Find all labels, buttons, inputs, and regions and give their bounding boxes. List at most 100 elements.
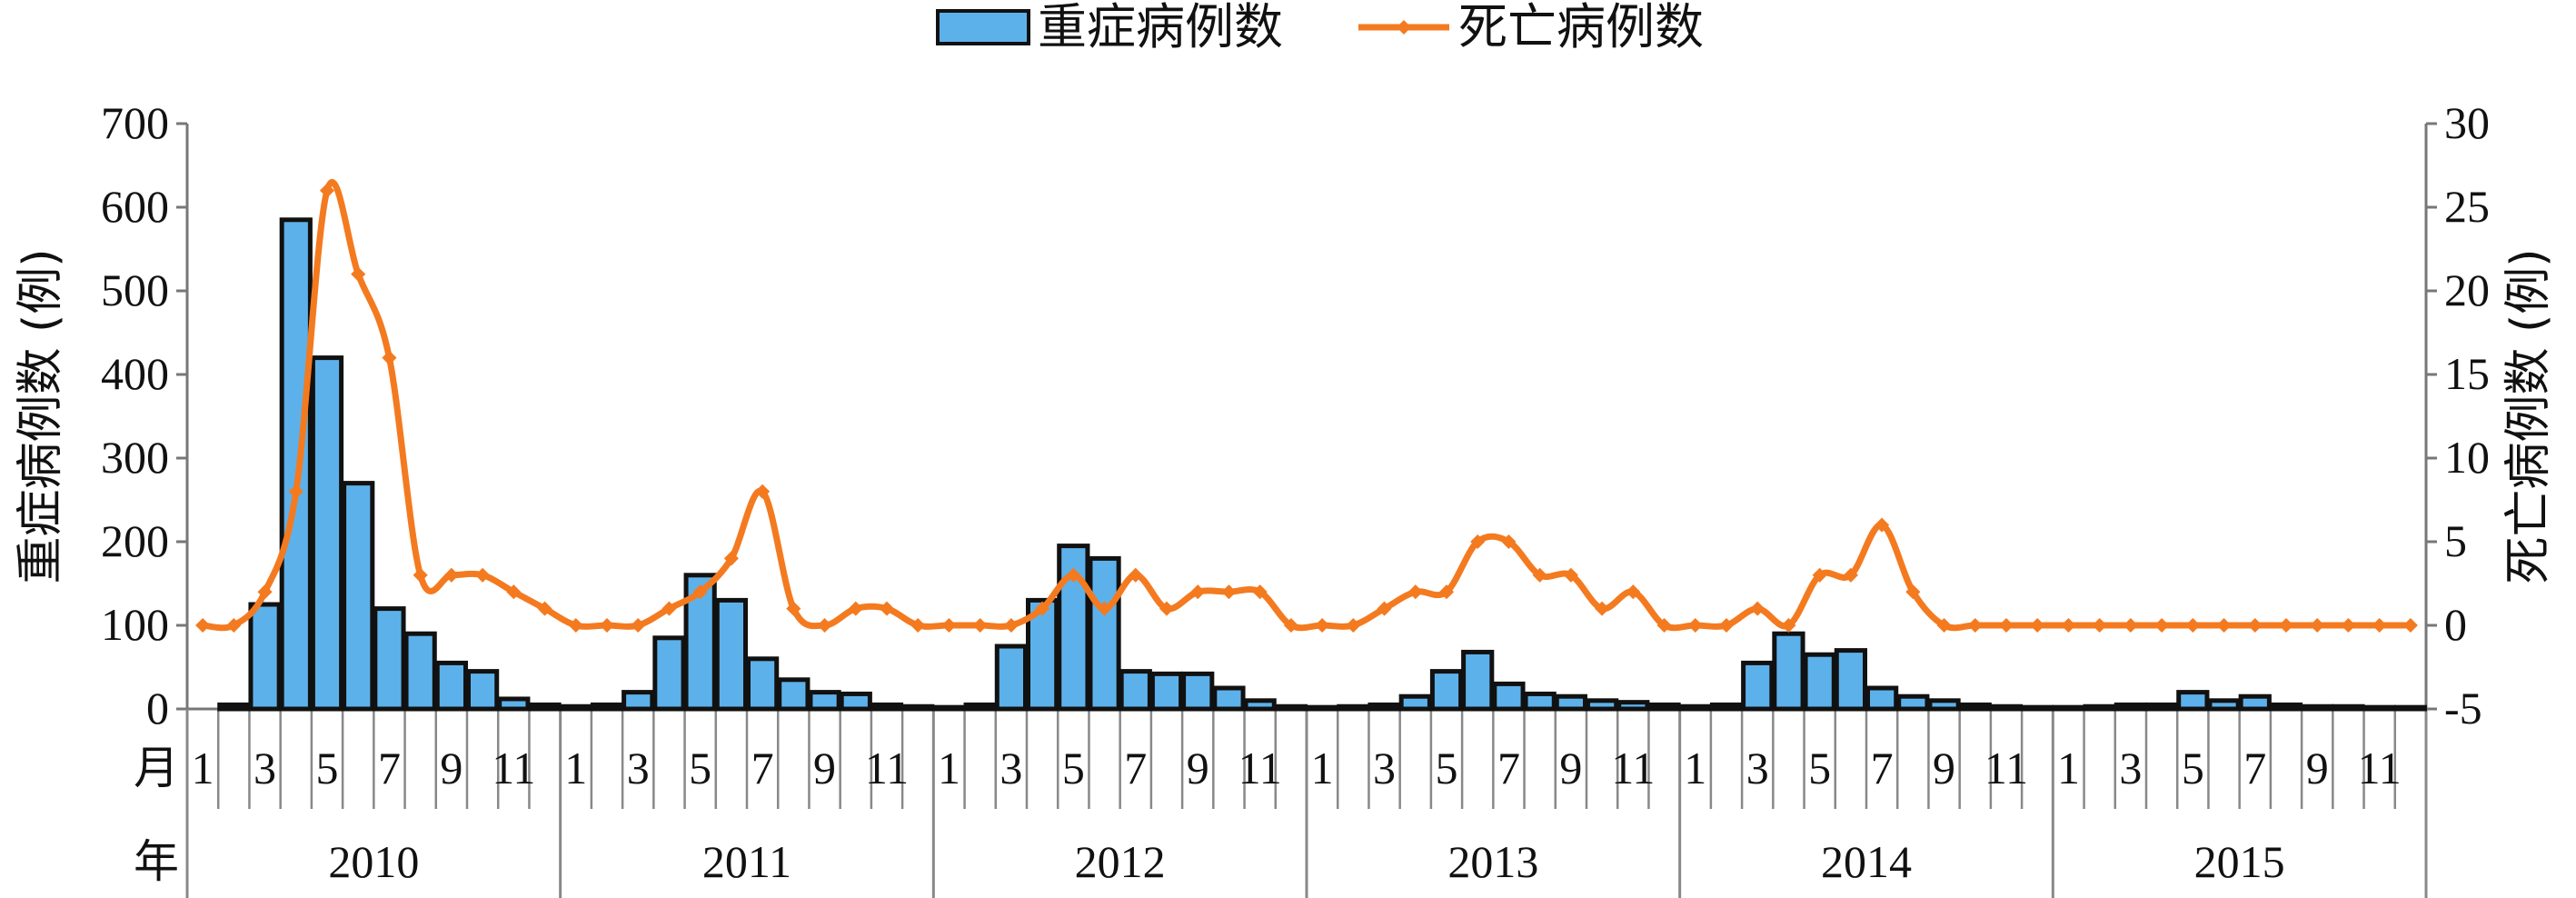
y-right-tick-label: -5 — [2444, 683, 2482, 733]
x-month-tick-label: 1 — [1311, 743, 1334, 793]
line-point — [2185, 617, 2201, 634]
line-point — [2341, 617, 2356, 634]
bar — [1586, 698, 1619, 712]
x-year-label: 2010 — [328, 836, 419, 887]
x-month-tick-label: 1 — [938, 743, 960, 793]
line-point — [1035, 601, 1050, 616]
x-month-tick-label: 5 — [1062, 743, 1085, 793]
bar — [1616, 700, 1650, 712]
x-year-label: 2011 — [702, 836, 791, 887]
bar — [839, 691, 872, 712]
line-point — [1003, 617, 1019, 634]
bar — [1274, 703, 1308, 712]
x-month-tick-label: 5 — [1436, 743, 1458, 793]
bar — [1709, 702, 1744, 712]
line-point — [817, 617, 832, 634]
bar — [2393, 704, 2428, 712]
line-point — [1097, 601, 1112, 616]
line-point — [1998, 617, 2014, 634]
bar — [777, 677, 811, 712]
x-month-tick-label: 7 — [1497, 743, 1520, 793]
line-point — [2310, 617, 2325, 634]
bar — [1772, 631, 1805, 712]
line-point — [1905, 584, 1921, 600]
x-month-tick-label: 11 — [1984, 743, 2028, 793]
x-month-tick-label: 7 — [1124, 743, 1147, 793]
bar — [248, 602, 282, 712]
bar — [2269, 702, 2303, 712]
bar — [1834, 648, 1868, 712]
bar — [622, 690, 655, 712]
bar — [1647, 702, 1681, 712]
bar — [279, 217, 313, 712]
y-axis-left: 0 100 200 300 400 500 600 700 — [101, 97, 189, 733]
line-point — [1875, 517, 1890, 533]
bar — [932, 704, 966, 712]
line-point — [941, 617, 957, 634]
bar — [1741, 660, 1775, 712]
bar — [2052, 704, 2085, 712]
line-point — [1936, 617, 1952, 634]
bar — [1212, 685, 1246, 712]
bar — [434, 660, 468, 712]
line-point — [1221, 584, 1237, 600]
line-point — [2061, 617, 2076, 634]
line-point — [1781, 617, 1796, 634]
bar — [1461, 649, 1495, 712]
line-point — [755, 484, 771, 499]
y-axis-right: -5 0 5 10 15 20 25 30 — [2424, 97, 2490, 733]
line-point — [351, 266, 366, 282]
line-point — [475, 567, 491, 583]
x-month-tick-label: 3 — [1373, 743, 1396, 793]
bar — [1119, 669, 1152, 712]
bar — [2114, 702, 2148, 712]
line-point — [2247, 617, 2263, 634]
line-point — [1407, 584, 1423, 600]
bar — [1896, 693, 1930, 712]
bar — [1492, 681, 1526, 712]
line-point — [2154, 617, 2170, 634]
bar — [1554, 693, 1588, 712]
x-month-tick-label: 1 — [192, 743, 214, 793]
bar — [2238, 693, 2272, 712]
x-month-tick-label: 3 — [254, 743, 276, 793]
line-point — [661, 601, 677, 616]
x-month-tick-label: 3 — [1746, 743, 1769, 793]
bar — [1523, 691, 1557, 712]
line-point — [723, 551, 739, 566]
bar — [2207, 698, 2241, 712]
bar — [994, 644, 1029, 712]
bar — [2176, 690, 2210, 712]
line-point — [226, 617, 242, 634]
legend-label-line: 死亡病例数 — [1458, 0, 1704, 55]
y-axis-left-label: 重症病例数 (例) — [14, 248, 68, 584]
x-month-tick-label: 9 — [2306, 743, 2329, 793]
line-path — [202, 179, 2411, 632]
x-month-tick-label: 7 — [751, 743, 774, 793]
legend-label-bar: 重症病例数 — [1038, 0, 1283, 55]
y-left-tick-label: 600 — [101, 181, 169, 232]
line-point — [1501, 534, 1517, 550]
line-point — [2123, 617, 2138, 634]
line-point — [1687, 617, 1703, 634]
x-month-tick-label: 9 — [440, 743, 462, 793]
x-month-tick-label: 5 — [1808, 743, 1831, 793]
y-left-tick-label: 200 — [101, 515, 169, 566]
line-point — [1595, 601, 1610, 616]
bar — [1306, 704, 1339, 712]
bar — [528, 702, 562, 712]
line-point — [413, 567, 428, 583]
y-right-tick-label: 5 — [2444, 515, 2467, 566]
x-year-label: 2012 — [1075, 836, 1166, 887]
line-point — [568, 617, 583, 634]
bar — [901, 703, 935, 712]
bar — [870, 702, 904, 712]
bar — [1803, 652, 1836, 712]
bar — [403, 631, 437, 712]
line-point — [1843, 567, 1858, 583]
bar-series — [217, 217, 2428, 712]
x-month-tick-label: 11 — [1238, 743, 1282, 793]
y-left-tick-label: 700 — [101, 97, 169, 148]
line-point — [910, 617, 926, 634]
